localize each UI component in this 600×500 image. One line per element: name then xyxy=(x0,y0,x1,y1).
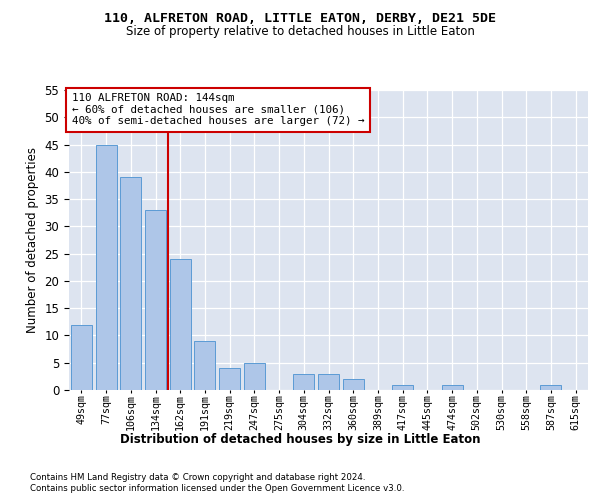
Bar xyxy=(145,210,166,390)
Bar xyxy=(541,384,562,390)
Bar xyxy=(71,324,92,390)
Bar xyxy=(392,384,413,390)
Bar xyxy=(244,362,265,390)
Text: 110 ALFRETON ROAD: 144sqm
← 60% of detached houses are smaller (106)
40% of semi: 110 ALFRETON ROAD: 144sqm ← 60% of detac… xyxy=(71,93,364,126)
Text: 110, ALFRETON ROAD, LITTLE EATON, DERBY, DE21 5DE: 110, ALFRETON ROAD, LITTLE EATON, DERBY,… xyxy=(104,12,496,26)
Bar xyxy=(293,374,314,390)
Text: Contains HM Land Registry data © Crown copyright and database right 2024.: Contains HM Land Registry data © Crown c… xyxy=(30,472,365,482)
Y-axis label: Number of detached properties: Number of detached properties xyxy=(26,147,39,333)
Bar xyxy=(170,259,191,390)
Bar xyxy=(194,341,215,390)
Text: Distribution of detached houses by size in Little Eaton: Distribution of detached houses by size … xyxy=(120,432,480,446)
Bar xyxy=(318,374,339,390)
Bar xyxy=(343,379,364,390)
Bar xyxy=(219,368,240,390)
Text: Size of property relative to detached houses in Little Eaton: Size of property relative to detached ho… xyxy=(125,25,475,38)
Bar xyxy=(442,384,463,390)
Text: Contains public sector information licensed under the Open Government Licence v3: Contains public sector information licen… xyxy=(30,484,404,493)
Bar xyxy=(95,144,116,390)
Bar xyxy=(120,178,141,390)
